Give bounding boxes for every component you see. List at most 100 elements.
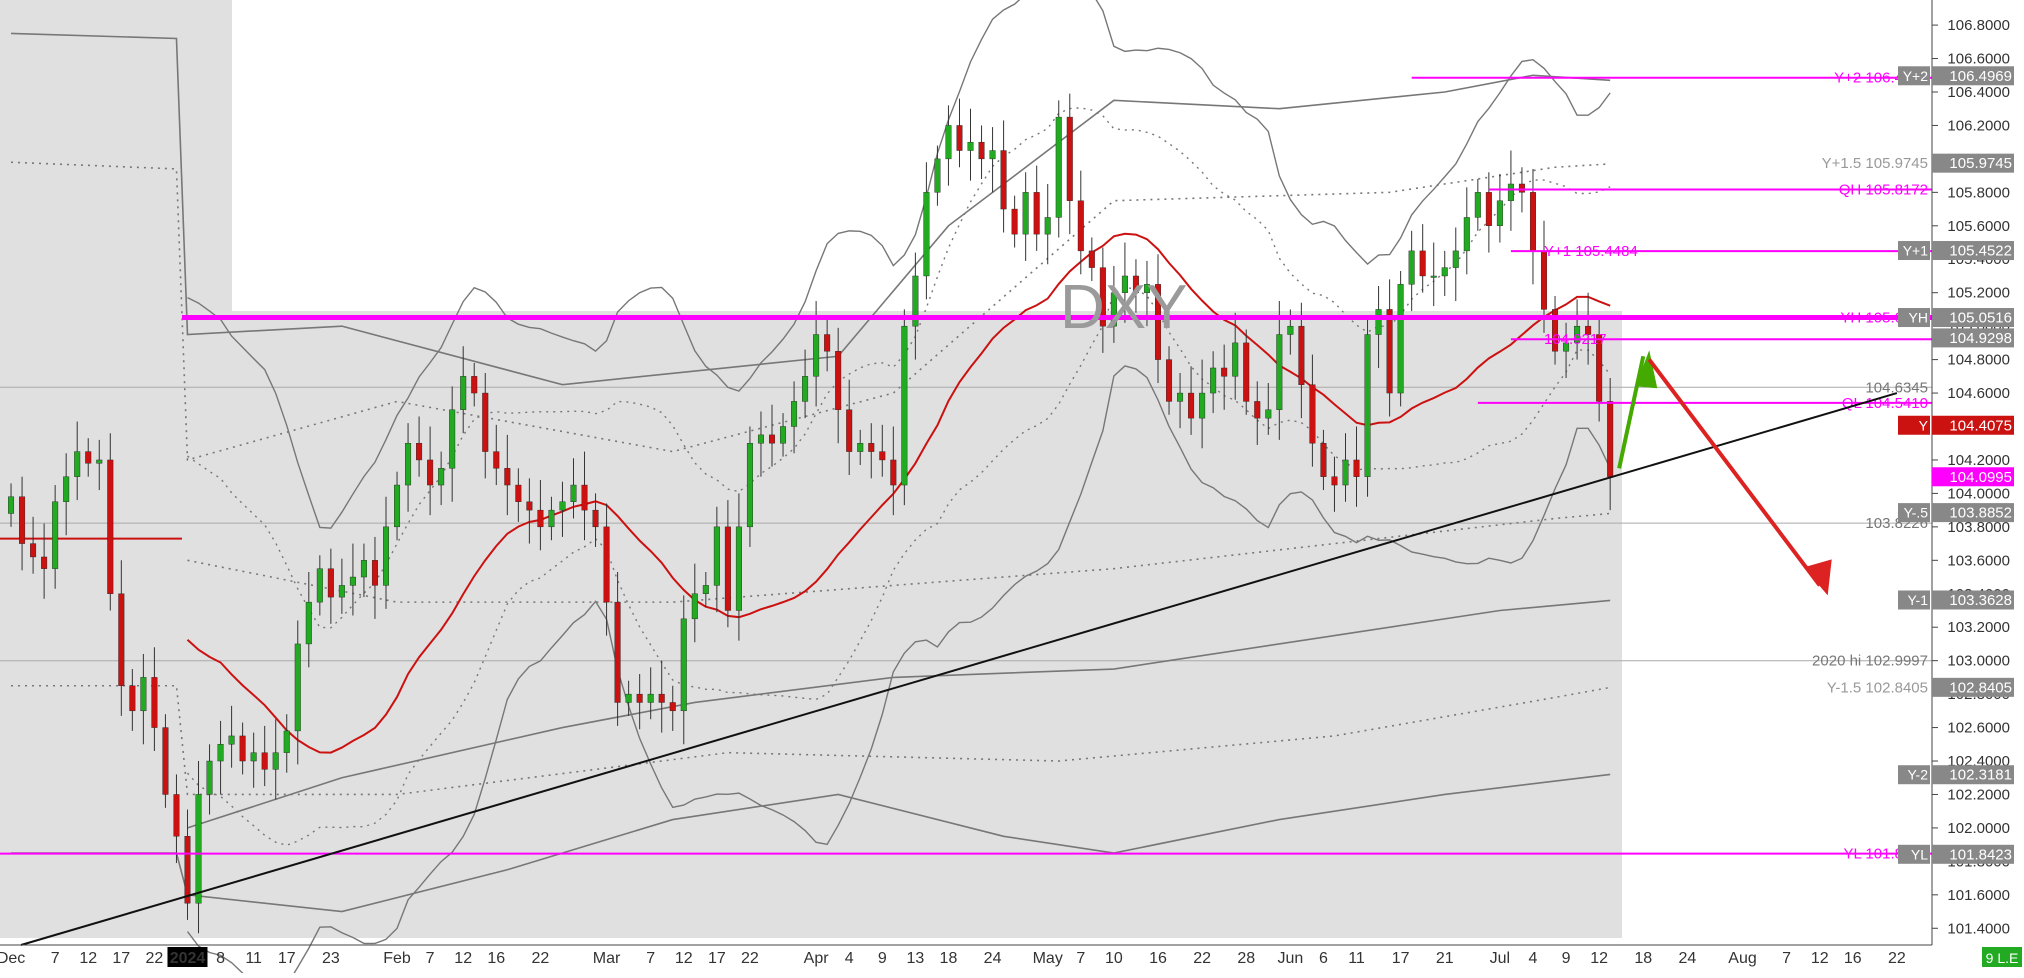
candle-down (482, 392, 489, 452)
price-badge-prefix: Y-1 (1907, 592, 1928, 608)
price-badge (1932, 328, 2014, 348)
price-badge (1932, 765, 2014, 785)
date-tick-label: 16 (1149, 950, 1167, 967)
year-minus-half-band (187, 512, 1611, 603)
price-tick-label: 106.2000 (1947, 117, 2010, 134)
candle-up (746, 443, 753, 528)
date-tick-label: Feb (383, 950, 411, 967)
candle-up (74, 451, 81, 477)
candle-up (923, 192, 930, 277)
price-axis: 106.8000106.6000106.4000106.2000106.0000… (1898, 0, 2014, 945)
price-badge-prefix: Y+2 (1903, 68, 1929, 84)
candle-down (1298, 325, 1305, 385)
candle-down (1309, 384, 1316, 444)
price-badge (1932, 66, 2014, 86)
candle-down (515, 484, 522, 502)
support-trendline (20, 392, 1898, 946)
price-tick-label: 104.8000 (1947, 352, 2010, 369)
level-price-label: 104.9217 (1544, 331, 1607, 348)
date-tick-label: Dec (0, 950, 25, 967)
date-tick-label: 18 (1634, 950, 1652, 967)
candle-up (691, 593, 698, 620)
price-tick-label: 105.6000 (1947, 218, 2010, 235)
candle-down (636, 693, 643, 703)
candle-up (394, 484, 401, 528)
date-tick-label: May (1033, 950, 1063, 967)
price-badge-prefix: Y+1 (1903, 243, 1929, 259)
price-badge-prefix: Y (1919, 417, 1929, 433)
candle-down (846, 409, 853, 452)
candle-down (41, 556, 48, 569)
price-tick-label: 103.8000 (1947, 519, 2010, 536)
price-badge-value: 103.8852 (1949, 505, 2012, 522)
price-badge-value: 103.3628 (1949, 592, 2012, 609)
candle-down (1419, 250, 1426, 277)
candle-up (1265, 409, 1272, 419)
candle-up (1055, 116, 1062, 218)
date-tick-label: 12 (454, 950, 472, 967)
date-tick-label: 24 (984, 950, 1002, 967)
candle-down (1011, 208, 1018, 235)
date-tick-label: Jul (1490, 950, 1510, 967)
candle-up (283, 730, 290, 753)
candle-down (1607, 401, 1614, 477)
date-tick-label: Mar (593, 950, 621, 967)
date-tick-label: 24 (1678, 950, 1696, 967)
date-tick-label: 7 (51, 950, 60, 967)
candle-down (1518, 183, 1525, 193)
candle-down (1596, 334, 1603, 402)
candle-up (1232, 342, 1239, 377)
candle-down (261, 752, 268, 770)
candle-up (967, 141, 974, 151)
date-tick-label: 7 (646, 950, 655, 967)
candle-up (1044, 217, 1051, 235)
shade-main (232, 311, 1622, 938)
candle-down (184, 836, 191, 904)
candle-down (1529, 192, 1536, 252)
price-badge-prefix-bg (1898, 590, 1930, 610)
candle-down (658, 693, 665, 703)
level-price-label: QH 105.8172 (1839, 181, 1928, 198)
candle-down (1221, 367, 1228, 377)
chart-title: DXY (1060, 273, 1187, 342)
candle-down (129, 685, 136, 712)
candle-up (1210, 367, 1217, 394)
candle-up (1574, 325, 1581, 344)
candle-down (239, 735, 246, 762)
candle-up (305, 601, 312, 645)
candle-up (780, 426, 787, 444)
candle-up (1496, 200, 1503, 226)
candle-down (1077, 200, 1084, 252)
corner-badge (1982, 947, 2022, 967)
candle-down (669, 702, 676, 712)
price-badge-prefix-bg (1898, 308, 1930, 328)
candle-up (1408, 250, 1415, 285)
candle-up (52, 501, 59, 569)
candle-up (449, 409, 456, 469)
candle-up (713, 526, 720, 586)
candlesticks (8, 93, 1614, 934)
candle-up (680, 618, 687, 712)
level-price-label: 2020 hi 102.9997 (1812, 653, 1928, 670)
date-tick-label: 7 (1076, 950, 1085, 967)
candle-down (614, 601, 621, 703)
candle-down (1132, 275, 1139, 293)
price-badge-prefix-bg (1898, 66, 1930, 86)
price-badge-prefix-bg (1898, 415, 1930, 435)
price-badge (1932, 677, 2014, 697)
date-tick-label: 2024 (170, 950, 206, 967)
candle-down (416, 443, 423, 461)
candle-down (1000, 150, 1007, 210)
candle-down (879, 451, 886, 461)
candle-up (8, 496, 15, 514)
candle-down (1243, 342, 1250, 402)
lower-band (186, 365, 1611, 978)
candle-down (1353, 459, 1360, 477)
date-tick-label: 12 (1811, 950, 1829, 967)
date-tick-label: 9 (878, 950, 887, 967)
date-tick-label: 4 (845, 950, 854, 967)
candle-down (1099, 267, 1106, 327)
candle-up (1121, 275, 1128, 293)
candle-up (857, 443, 864, 452)
price-badge-value: 106.4969 (1949, 68, 2012, 85)
